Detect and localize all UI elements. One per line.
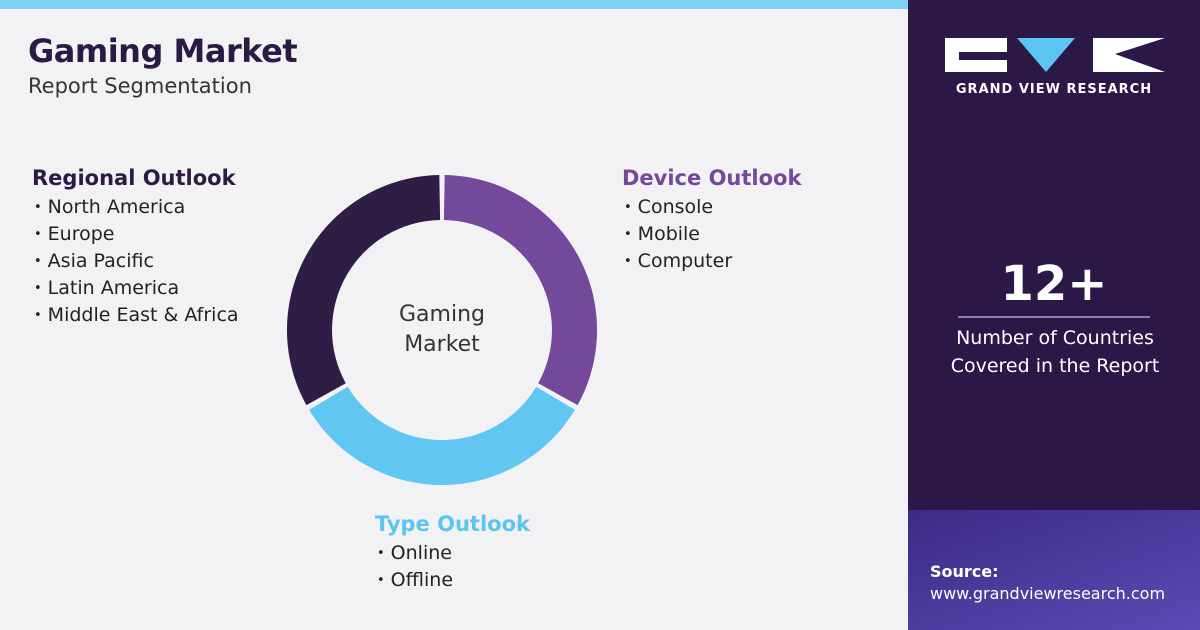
stat-label: Number of Countries Covered in the Repor… <box>950 327 1160 377</box>
title: Gaming Market <box>28 32 298 70</box>
segment-list: OnlineOffline <box>375 540 530 594</box>
center-label: Gaming Market <box>399 302 485 357</box>
segment-item: Console <box>622 194 801 221</box>
source-label: Source: <box>930 562 999 581</box>
donut-segment <box>443 175 598 406</box>
donut <box>286 175 598 486</box>
segment: Regional Outlook North AmericaEuropeAsia … <box>32 166 239 329</box>
segment: Device Outlook ConsoleMobileComputer <box>622 166 801 275</box>
top-bar <box>0 0 908 9</box>
segment: Type Outlook OnlineOffline <box>375 512 530 594</box>
source-url: www.grandviewresearch.com <box>930 584 1166 603</box>
segment-item: North America <box>32 194 239 221</box>
segment-title: Type Outlook <box>375 512 530 536</box>
segment-item: Latin America <box>32 275 239 302</box>
logo <box>945 38 1165 72</box>
segment-item: Online <box>375 540 530 567</box>
donut-segment <box>309 386 575 486</box>
segment-title: Regional Outlook <box>32 166 236 190</box>
stat: 12+ <box>1000 256 1108 312</box>
segment-item: Mobile <box>622 221 801 248</box>
subtitle: Report Segmentation <box>28 74 252 98</box>
segment-title: Device Outlook <box>622 166 802 190</box>
donut-segment <box>286 175 441 406</box>
sidebar-footer <box>908 510 1200 630</box>
segment-list: North AmericaEuropeAsia PacificLatin Ame… <box>32 194 239 329</box>
segment-item: Offline <box>375 567 530 594</box>
brand: GRAND VIEW RESEARCH <box>955 82 1153 97</box>
segment-item: Europe <box>32 221 239 248</box>
segment-item: Middle East & Africa <box>32 302 239 329</box>
segment-item: Asia Pacific <box>32 248 239 275</box>
divider <box>958 316 1150 318</box>
segment-item: Computer <box>622 248 801 275</box>
segment-list: ConsoleMobileComputer <box>622 194 801 275</box>
